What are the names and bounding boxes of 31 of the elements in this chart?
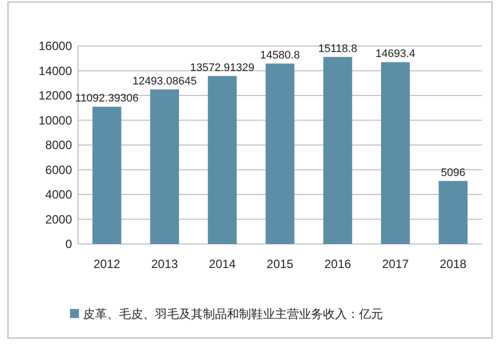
x-tick-label: 2012 bbox=[94, 257, 121, 271]
x-tick-label: 2017 bbox=[382, 257, 410, 271]
data-label: 14693.4 bbox=[376, 48, 416, 60]
bar bbox=[323, 56, 352, 244]
x-tick-label: 2014 bbox=[208, 257, 236, 271]
bar bbox=[208, 76, 237, 244]
x-tick-label: 2016 bbox=[324, 257, 352, 271]
x-tick-label: 2015 bbox=[266, 257, 294, 271]
bar bbox=[381, 62, 410, 244]
data-label: 12493.08645 bbox=[132, 75, 197, 88]
y-tick-label: 16000 bbox=[38, 39, 72, 53]
data-label: 15118.8 bbox=[318, 42, 358, 55]
y-tick-label: 2000 bbox=[45, 212, 72, 226]
bar bbox=[92, 106, 122, 244]
bar bbox=[266, 64, 294, 244]
y-tick-label: 4000 bbox=[45, 188, 72, 202]
data-label: 13572.91329 bbox=[190, 62, 254, 74]
legend-label: 皮革、毛皮、羽毛及其制品和制鞋业主营业务收入：亿元 bbox=[83, 307, 383, 321]
x-tick-label: 2013 bbox=[151, 257, 178, 271]
data-label: 14580.8 bbox=[260, 50, 300, 62]
bar bbox=[438, 180, 468, 244]
y-tick-label: 14000 bbox=[38, 64, 72, 78]
data-label: 5096 bbox=[440, 166, 466, 179]
y-tick-label: 0 bbox=[65, 237, 72, 251]
x-tick-label: 2018 bbox=[440, 257, 467, 271]
y-tick-label: 10000 bbox=[38, 113, 72, 128]
data-label: 11092.39306 bbox=[75, 92, 139, 105]
y-tick-label: 6000 bbox=[45, 162, 72, 177]
y-tick-label: 12000 bbox=[38, 88, 72, 102]
y-tick-label: 8000 bbox=[45, 138, 72, 152]
bar bbox=[150, 89, 179, 244]
